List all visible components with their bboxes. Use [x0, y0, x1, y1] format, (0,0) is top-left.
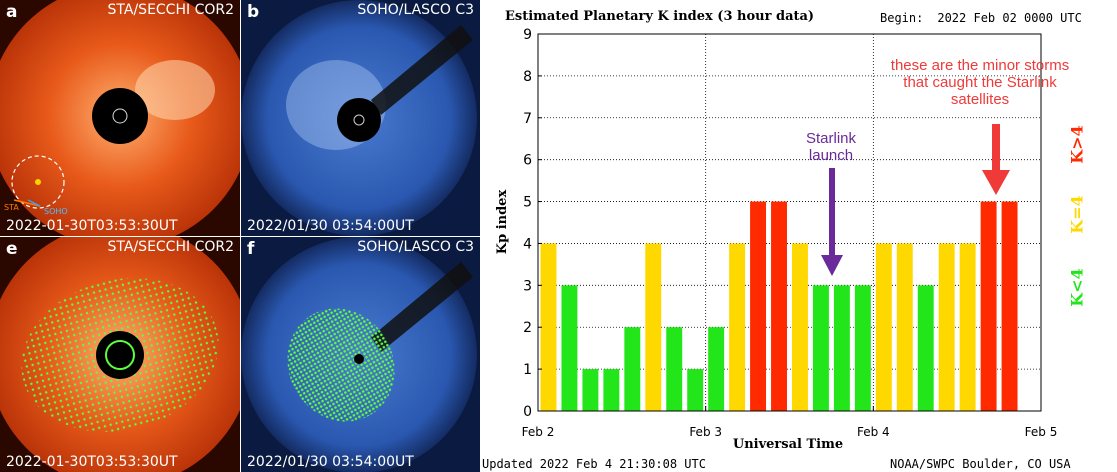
starlink-annotation: Starlink launch — [805, 130, 857, 164]
starlink-arrow-head — [821, 255, 843, 276]
kp-bar — [561, 285, 578, 411]
kp-bar — [917, 285, 934, 411]
y-tick-label: 3 — [523, 278, 532, 294]
panel-timestamp: 2022/01/30 03:54:00UT — [247, 218, 414, 234]
panel-a: STA SOHO a STA/SECCHI COR2 2022-01-30T03… — [0, 0, 240, 236]
kp-bar — [582, 369, 599, 411]
panel-f: f SOHO/LASCO C3 2022/01/30 03:54:00UT — [241, 237, 480, 472]
y-axis-label: Kp index — [495, 190, 510, 255]
y-tick-labels: 0 1 2 3 4 5 6 7 8 9 — [523, 27, 542, 420]
kp-bar — [687, 369, 704, 411]
x-tick-labels: Feb 2 Feb 3 Feb 4 Feb 5 — [522, 406, 1058, 439]
lasco-image-b — [241, 0, 477, 236]
kp-bar — [854, 285, 871, 411]
x-tick-label: Feb 5 — [1025, 425, 1058, 439]
kp-bar — [833, 285, 850, 411]
kp-bar — [624, 327, 641, 411]
kp-bar — [959, 243, 976, 411]
x-tick-label: Feb 4 — [857, 425, 890, 439]
panel-instrument: SOHO/LASCO C3 — [357, 239, 474, 255]
source-text: NOAA/SWPC Boulder, CO USA — [890, 457, 1071, 471]
kp-bar — [771, 201, 787, 411]
updated-text: Updated 2022 Feb 4 21:30:08 UTC — [482, 457, 706, 471]
y-tick-label: 7 — [523, 111, 532, 127]
kp-bar — [729, 243, 746, 411]
y-tick-label: 0 — [523, 404, 532, 420]
chart-title: Estimated Planetary K index (3 hour data… — [505, 9, 815, 24]
panel-letter: e — [6, 239, 18, 259]
y-tick-label: 8 — [523, 69, 532, 85]
y-tick-label: 5 — [523, 195, 532, 211]
kp-bar — [603, 369, 620, 411]
panel-letter: a — [6, 2, 18, 22]
kp-bar — [875, 243, 892, 411]
storms-annotation: these are the minor storms that caught t… — [890, 57, 1070, 108]
panel-instrument: STA/SECCHI COR2 — [107, 2, 234, 18]
kp-bar — [750, 201, 767, 411]
kp-bar — [938, 243, 955, 411]
panel-b: b SOHO/LASCO C3 2022/01/30 03:54:00UT — [241, 0, 480, 236]
storms-arrow-head — [982, 170, 1010, 195]
kp-bar — [1001, 201, 1018, 411]
panel-letter: b — [247, 2, 260, 22]
y-tick-label: 2 — [523, 320, 532, 336]
y-tick-label: 4 — [523, 236, 532, 252]
panel-letter: f — [247, 239, 255, 259]
kp-bar — [666, 327, 683, 411]
y-tick-label: 9 — [523, 27, 532, 43]
x-tick-label: Feb 2 — [522, 425, 555, 439]
kp-bar — [708, 327, 725, 411]
x-axis-label: Universal Time — [733, 437, 843, 452]
kp-bar — [645, 243, 662, 411]
chart-bars — [540, 201, 1018, 411]
sta-label: STA — [4, 203, 19, 212]
legend-low: K<4 — [1067, 268, 1087, 307]
begin-info: Begin: 2022 Feb 02 0000 UTC — [880, 11, 1082, 25]
legend-high: K>4 — [1067, 125, 1087, 164]
panel-timestamp: 2022-01-30T03:53:30UT — [6, 454, 178, 470]
x-tick-label: Feb 3 — [689, 425, 722, 439]
soho-label: SOHO — [44, 207, 68, 216]
kp-bar — [980, 201, 997, 411]
kp-bar — [812, 285, 829, 411]
y-tick-label: 1 — [523, 362, 532, 378]
panel-instrument: STA/SECCHI COR2 — [107, 239, 234, 255]
lasco-image-f — [241, 237, 477, 472]
begin-label: Begin: — [880, 11, 924, 25]
cor2-image-a: STA SOHO — [0, 0, 240, 236]
y-tick-label: 6 — [523, 153, 532, 169]
kp-bar — [792, 243, 808, 411]
kp-bar — [896, 243, 913, 411]
cor2-image-e — [0, 237, 240, 472]
legend-mid: K=4 — [1067, 195, 1087, 234]
panel-instrument: SOHO/LASCO C3 — [357, 2, 474, 18]
kp-bar — [540, 243, 557, 411]
begin-value: 2022 Feb 02 0000 UTC — [937, 11, 1082, 25]
panel-timestamp: 2022/01/30 03:54:00UT — [247, 454, 414, 470]
panel-e: e STA/SECCHI COR2 2022-01-30T03:53:30UT — [0, 237, 240, 472]
panel-timestamp: 2022-01-30T03:53:30UT — [6, 218, 178, 234]
